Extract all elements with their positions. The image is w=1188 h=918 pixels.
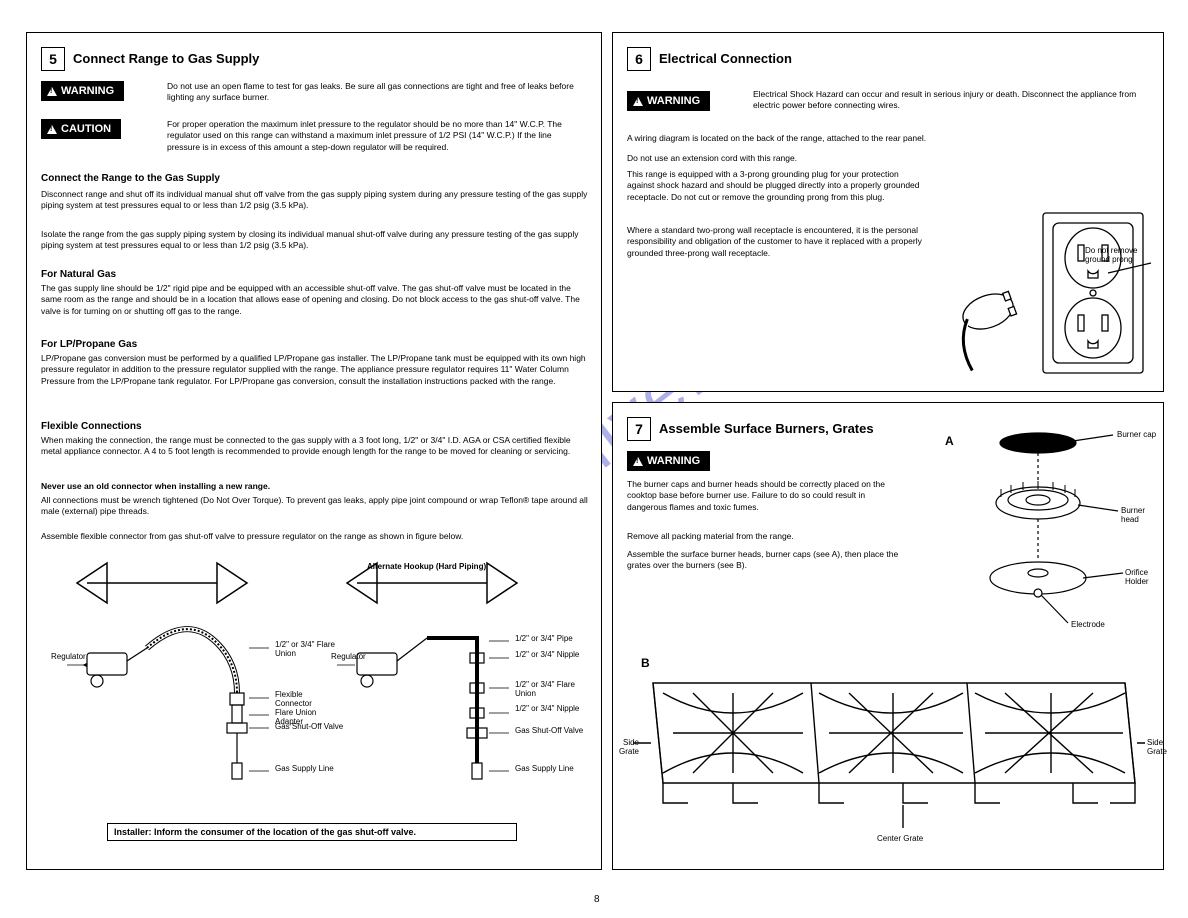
panel-step-5: 5 Connect Range to Gas Supply WARNING Do… [26,32,602,870]
body-e: When making the connection, the range mu… [41,435,589,458]
body-c: The gas supply line should be 1/2" rigid… [41,283,589,317]
heading-connect: Connect the Range to the Gas Supply [41,173,220,184]
label-side-l: Side Grate [619,739,639,757]
heading-flex: Flexible Connections [41,421,142,432]
outlet-label: Do not remove ground prong [1085,247,1155,265]
label-valve-l: Gas Shut-Off Valve [275,723,345,732]
label-valve-r: Gas Shut-Off Valve [515,727,585,736]
label-flex-l: Flexible Connector [275,691,335,709]
body-g: All connections must be wrench tightened… [41,495,589,518]
step-number-box: 6 [627,47,651,71]
label-orifice: Orifice Holder [1125,569,1163,587]
body-c: This range is equipped with a 3-prong gr… [627,169,927,203]
warn-body: Electrical Shock Hazard can occur and re… [753,89,1149,112]
body-f: Never use an old connector when installi… [41,481,589,492]
step-5-title: Connect Range to Gas Supply [73,51,259,66]
label-supply-l: Gas Supply Line [275,765,345,774]
warning-label: WARNING [627,451,710,471]
label-cap: Burner cap [1117,431,1156,440]
body-d: Where a standard two-prong wall receptac… [627,225,927,259]
body-a: Remove all packing material from the ran… [627,531,907,542]
panel-step-6: 6 Electrical Connection WARNING Electric… [612,32,1164,392]
panel-step-7: 7 Assemble Surface Burners, Grates WARNI… [612,402,1164,870]
label-regulator-r: Regulator [331,653,366,662]
warning-icon [633,97,643,106]
warning-icon [47,125,57,134]
fig-a: A [945,435,954,448]
outlet-diagram [933,203,1153,383]
label-alt: Alternate Hookup (Hard Piping) [367,563,487,572]
burner-exploded-diagram [923,423,1153,643]
warning-icon [47,87,57,96]
label-side-r: Side Grate [1147,739,1167,757]
gas-connection-diagram [37,553,593,813]
heading-natural: For Natural Gas [41,269,116,280]
warning-label: WARNING [627,91,710,111]
fig-b: B [641,657,650,670]
body-a: A wiring diagram is located on the back … [627,133,1151,144]
warning-text: WARNING [61,85,114,97]
step-6-title: Electrical Connection [659,51,792,66]
page: manualshive.com 5 Connect Range to Gas S… [0,0,1188,918]
warn1-body: Do not use an open flame to test for gas… [167,81,587,104]
label-pipe-r: 1/2" or 3/4" Pipe [515,635,585,644]
step-7-title: Assemble Surface Burners, Grates [659,421,874,436]
warning-text: WARNING [647,455,700,467]
label-supply-r: Gas Supply Line [515,765,585,774]
warning-label-1: WARNING [41,81,124,101]
caution-body: For proper operation the maximum inlet p… [167,119,587,153]
body-a: Disconnect range and shut off its indivi… [41,189,589,212]
warn-body: The burner caps and burner heads should … [627,479,907,513]
label-nipple-r: 1/2" or 3/4" Nipple [515,651,585,660]
label-nipple-r2: 1/2" or 3/4" Nipple [515,705,585,714]
label-flare-r2: 1/2" or 3/4" Flare Union [515,681,585,699]
warning-icon [633,457,643,466]
label-electrode: Electrode [1071,621,1105,630]
label-head: Burner head [1121,507,1163,525]
heading-lp: For LP/Propane Gas [41,339,137,350]
body-b: Assemble the surface burner heads, burne… [627,549,907,572]
warning-text: WARNING [647,95,700,107]
installer-note: Installer: Inform the consumer of the lo… [107,823,517,841]
body-b: Isolate the range from the gas supply pi… [41,229,589,252]
step-number-box: 5 [41,47,65,71]
body-d: LP/Propane gas conversion must be perfor… [41,353,589,387]
label-center: Center Grate [877,835,923,844]
body-b: Do not use an extension cord with this r… [627,153,1151,164]
body-h: Assemble flexible connector from gas shu… [41,531,589,542]
caution-text: CAUTION [61,123,111,135]
step-number-box: 7 [627,417,651,441]
grates-diagram [633,653,1145,843]
page-number: 8 [594,894,600,905]
label-regulator-l: Regulator [51,653,86,662]
caution-label: CAUTION [41,119,121,139]
